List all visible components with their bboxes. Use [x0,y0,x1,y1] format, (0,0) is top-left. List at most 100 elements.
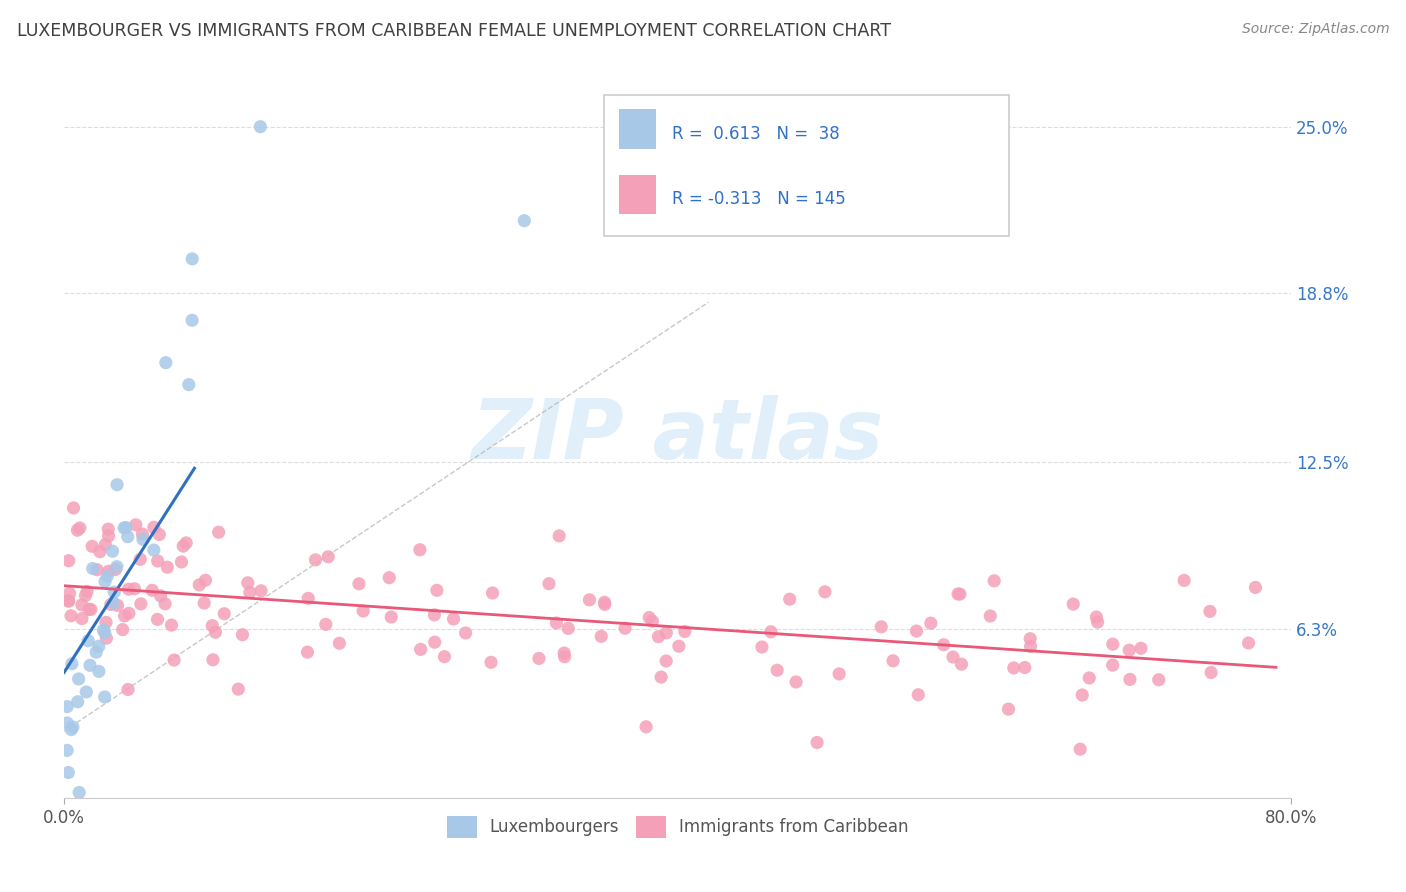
Point [181,252,204,266]
Point [117,682,139,697]
Point [146,612,169,626]
Point [56,699,79,714]
Point [94,574,117,589]
Point [174,536,197,550]
Point [1147,673,1170,687]
Point [82,539,104,553]
Point [97,522,120,536]
Point [60,657,83,671]
Point [177,377,200,392]
Point [93,623,115,637]
Point [201,653,224,667]
Point [1199,604,1222,618]
Point [315,617,337,632]
Point [614,621,637,635]
Point [94,537,117,551]
Point [97,564,120,578]
Point [67,672,90,686]
Point [426,583,449,598]
Point [125,517,148,532]
Text: Source: ZipAtlas.com: Source: ZipAtlas.com [1241,22,1389,37]
Point [673,624,696,639]
Point [249,120,271,134]
Point [378,571,401,585]
Point [527,651,550,665]
Point [347,577,370,591]
Point [96,631,118,645]
Point [979,609,1001,624]
Point [77,633,100,648]
Point [546,615,568,630]
Point [226,682,249,697]
Point [58,765,80,780]
Point [58,554,80,568]
Point [870,620,893,634]
Point [1019,640,1042,654]
Point [56,743,79,757]
Point [905,624,928,638]
Point [328,636,350,650]
Point [76,584,98,599]
FancyBboxPatch shape [605,95,1010,236]
Point [479,656,502,670]
Point [101,544,124,558]
Point [814,585,837,599]
Point [250,583,273,598]
Point [129,597,152,611]
Point [188,578,211,592]
Point [131,527,153,541]
Point [578,592,600,607]
Point [153,597,176,611]
Point [105,559,128,574]
Point [647,630,669,644]
Point [79,658,101,673]
Point [107,599,129,613]
Point [1078,671,1101,685]
Point [75,589,97,603]
Text: LUXEMBOURGER VS IMMIGRANTS FROM CARIBBEAN FEMALE UNEMPLOYMENT CORRELATION CHART: LUXEMBOURGER VS IMMIGRANTS FROM CARIBBEA… [17,22,891,40]
Point [950,657,973,672]
Point [212,607,235,621]
Point [636,720,658,734]
Point [231,628,253,642]
Point [93,625,115,640]
Point [882,654,904,668]
Point [1014,660,1036,674]
Point [1085,610,1108,624]
Point [443,612,465,626]
Point [537,576,560,591]
Point [117,530,139,544]
Point [58,593,80,607]
Point [86,563,108,577]
Point [204,625,226,640]
Point [1129,641,1152,656]
Point [69,521,91,535]
Point [93,690,115,704]
Point [193,596,215,610]
Point [58,594,80,608]
Point [104,562,127,576]
Point [146,554,169,568]
Point [548,529,571,543]
Point [129,552,152,566]
Point [142,543,165,558]
Point [557,621,579,635]
Text: R = -0.313   N = 145: R = -0.313 N = 145 [672,191,845,209]
Point [454,626,477,640]
Point [1237,636,1260,650]
Point [60,723,83,737]
Point [181,313,204,327]
Point [759,624,782,639]
Point [297,645,319,659]
Point [103,585,125,599]
Point [1244,581,1267,595]
Point [942,650,965,665]
Point [170,555,193,569]
Point [118,607,141,621]
Point [766,663,789,677]
Point [94,615,117,630]
Point [423,635,446,649]
Text: R =  0.613   N =  38: R = 0.613 N = 38 [672,125,839,144]
Point [163,653,186,667]
Point [409,642,432,657]
